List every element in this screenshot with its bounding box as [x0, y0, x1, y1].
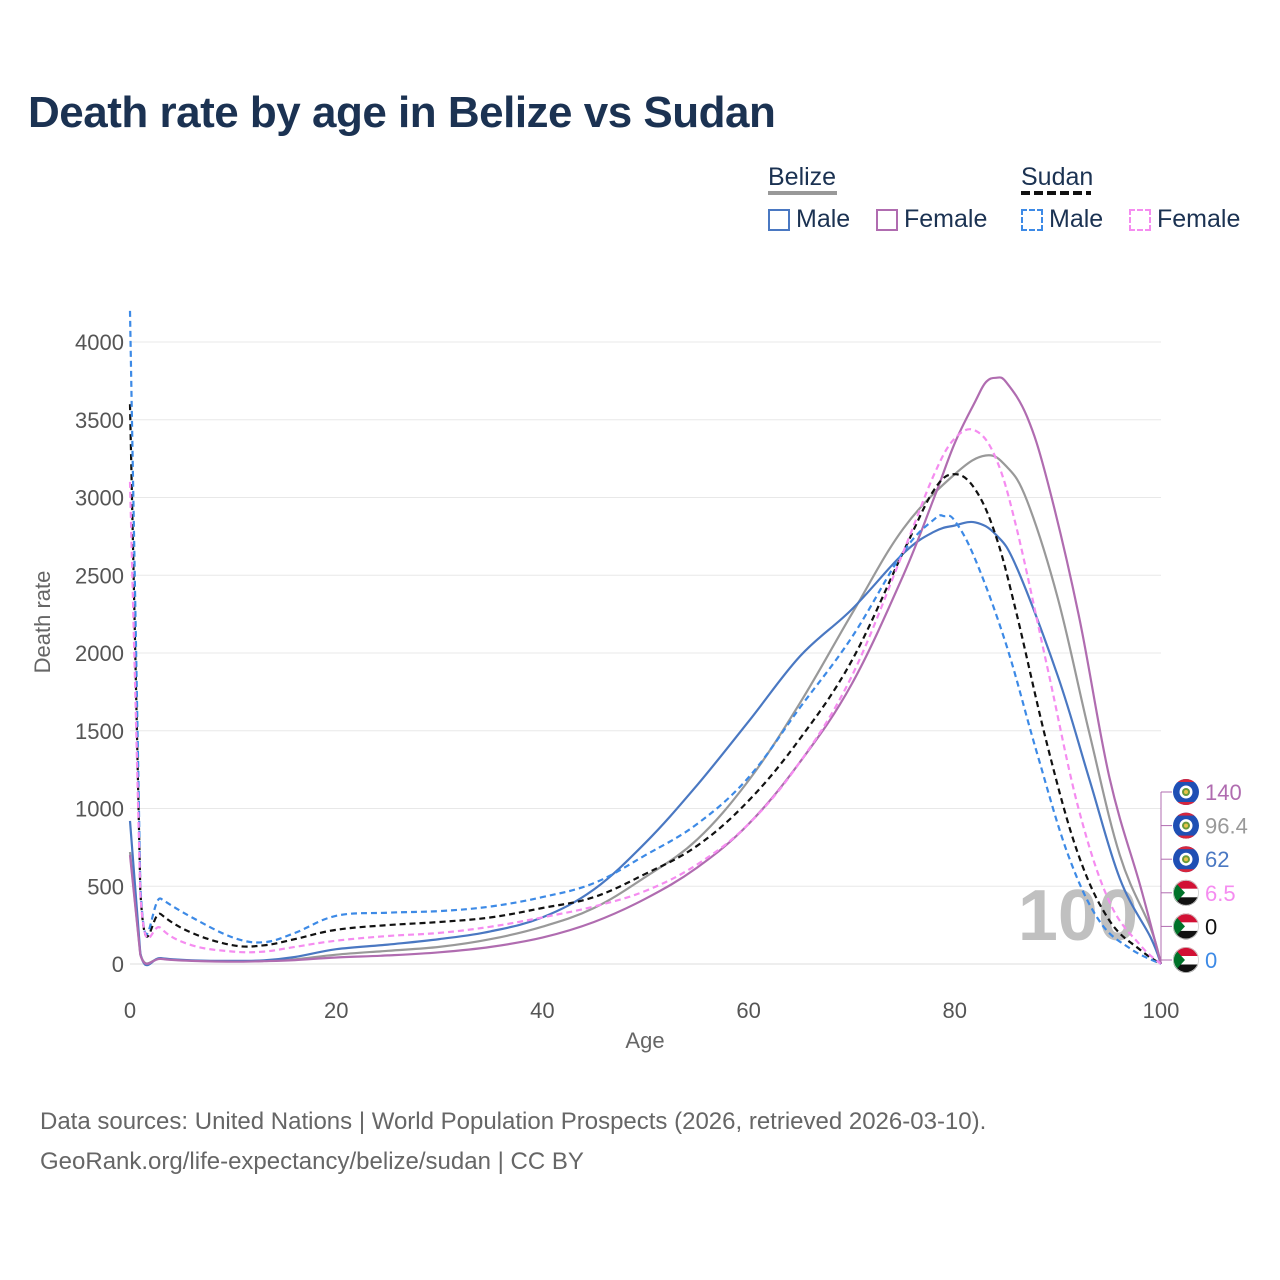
end-labels: 140 96.4 62 6.5 0 0: [1160, 779, 1248, 973]
source-line: Data sources: United Nations | World Pop…: [40, 1108, 987, 1135]
end-label-value: 140: [1205, 780, 1242, 805]
x-tick-label: 20: [324, 998, 348, 1023]
age-watermark: 100: [1018, 876, 1138, 956]
y-tick-label: 4000: [75, 330, 124, 355]
y-tick-label: 3000: [75, 486, 124, 511]
chart-title: Death rate by age in Belize vs Sudan: [28, 88, 776, 137]
legend-label: Female: [904, 205, 988, 233]
legend-item-sudan-female[interactable]: Female: [1129, 205, 1240, 234]
x-tick-label: 100: [1143, 998, 1180, 1023]
legend-swatch: [1129, 208, 1151, 231]
x-axis-label: Age: [625, 1028, 664, 1053]
legend-item-belize-male[interactable]: Male: [768, 205, 850, 234]
y-tick-label: 1000: [75, 797, 124, 822]
sudan-flag-icon: [1173, 879, 1199, 906]
y-tick-label: 1500: [75, 719, 124, 744]
y-tick-label: 3500: [75, 408, 124, 433]
end-label-value: 0: [1205, 914, 1217, 939]
legend-underline-sudan: [1021, 191, 1091, 195]
legend-item-belize-female[interactable]: Female: [876, 205, 987, 234]
belize-flag-icon: [1173, 846, 1199, 873]
y-tick-label: 2000: [75, 641, 124, 666]
y-axis: 0 500 1000 1500 2000 2500 3000 3500 4000: [75, 330, 124, 977]
legend-group-sudan: Sudan: [1021, 163, 1094, 191]
x-tick-label: 40: [530, 998, 554, 1023]
belize-flag-icon: [1173, 779, 1199, 805]
sudan-flag-icon: [1173, 913, 1199, 940]
legend-swatch: [768, 208, 790, 231]
series-line-belize-female[interactable]: [128, 376, 1163, 965]
series-line-belize-total[interactable]: [128, 454, 1163, 965]
series-line-sudan-total[interactable]: [128, 404, 1162, 965]
legend-swatch: [1021, 208, 1043, 231]
grid: [130, 341, 1161, 965]
x-tick-label: 60: [736, 998, 760, 1023]
legend-group-belize: Belize: [768, 163, 837, 191]
legend-item-sudan-male[interactable]: Male: [1021, 205, 1103, 234]
end-label-value: 96.4: [1205, 814, 1248, 839]
legend-label: Male: [796, 205, 851, 233]
end-label-value: 62: [1205, 847, 1229, 872]
sudan-flag-icon: [1173, 947, 1199, 973]
end-label-value: 6.5: [1205, 881, 1236, 906]
y-tick-label: 500: [87, 874, 124, 899]
legend-underline-belize: [768, 191, 837, 195]
legend-label: Female: [1157, 205, 1241, 233]
series-line-sudan-male[interactable]: [128, 310, 1162, 965]
series-line-sudan-female[interactable]: [128, 428, 1162, 965]
source-url: GeoRank.org/life-expectancy/belize/sudan…: [40, 1148, 584, 1175]
series-lines: [128, 310, 1163, 967]
y-tick-label: 0: [112, 952, 124, 977]
legend-label: Male: [1049, 205, 1104, 233]
x-tick-label: 0: [124, 998, 136, 1023]
end-label-value: 0: [1205, 948, 1217, 973]
belize-flag-icon: [1173, 812, 1199, 839]
y-tick-label: 2500: [75, 563, 124, 588]
legend-swatch: [876, 208, 898, 231]
x-axis: 0 20 40 60 80 100: [124, 998, 1179, 1023]
y-axis-label: Death rate: [30, 571, 55, 674]
x-tick-label: 80: [943, 998, 967, 1023]
